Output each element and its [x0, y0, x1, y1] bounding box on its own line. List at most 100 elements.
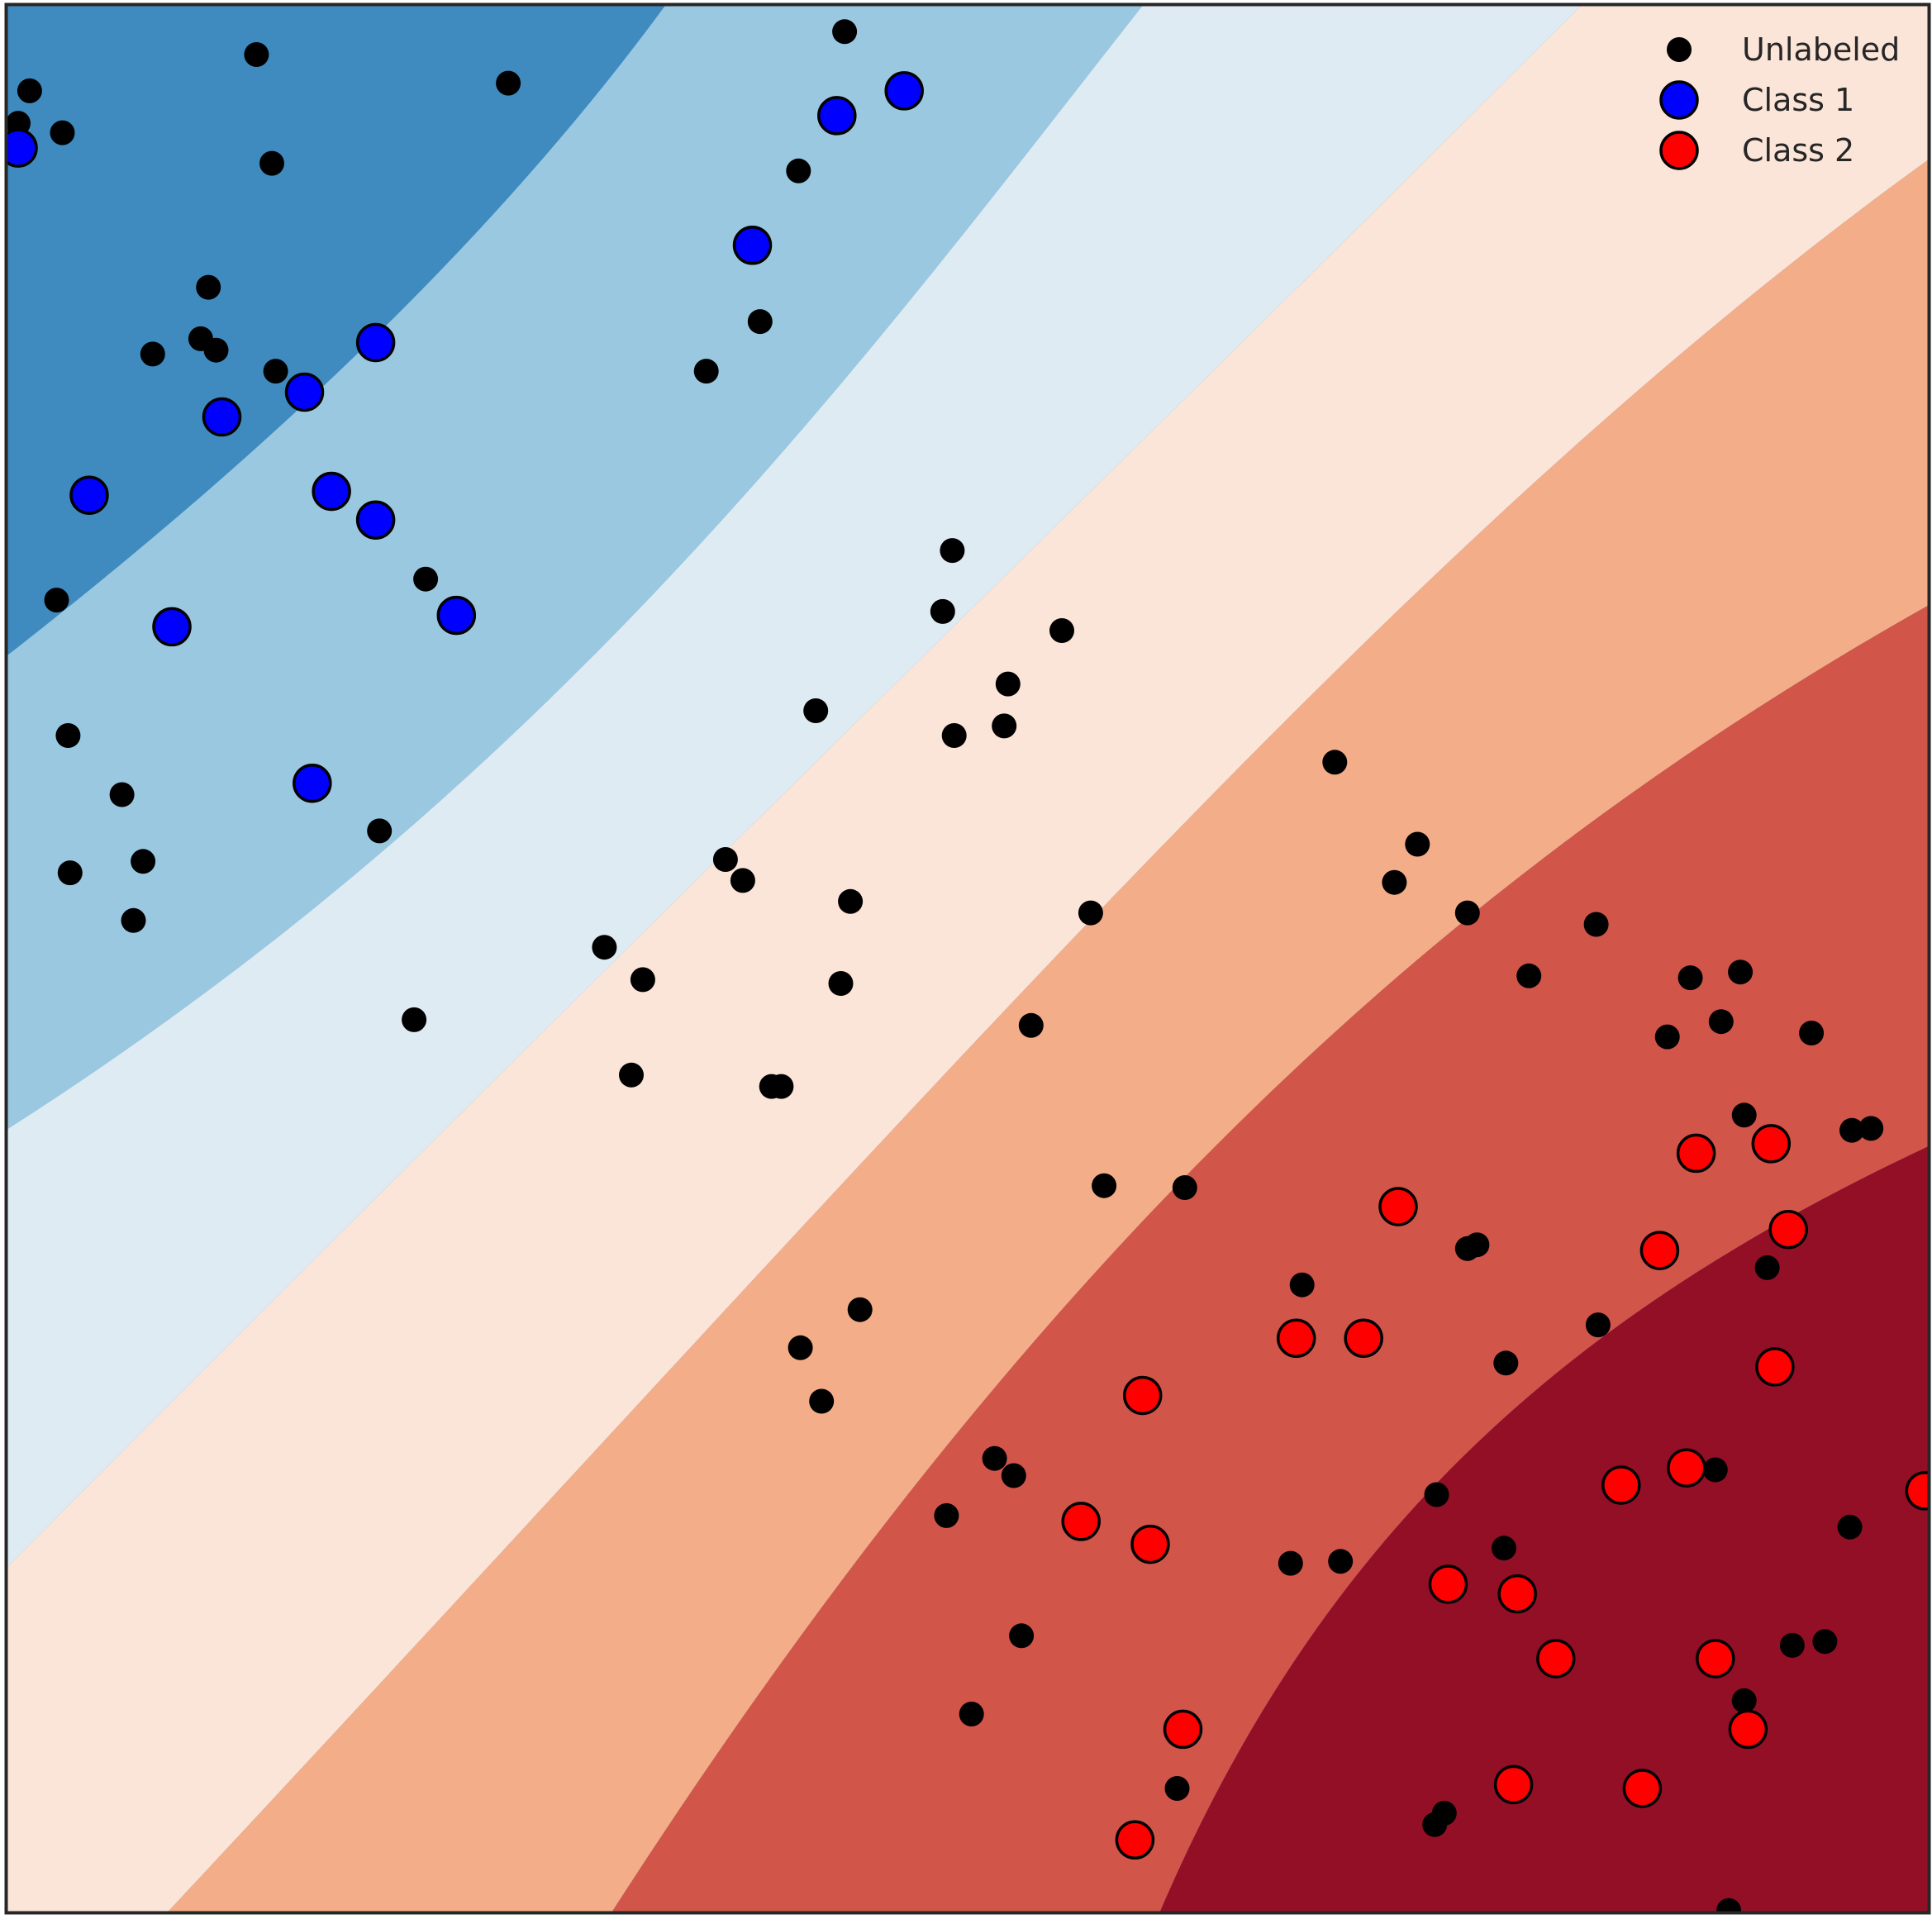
class2-point: [1536, 1639, 1576, 1679]
unlabeled-point: [1754, 1255, 1780, 1280]
unlabeled-point: [1516, 963, 1542, 988]
unlabeled-point: [1812, 1629, 1838, 1655]
unlabeled-point: [1799, 1021, 1825, 1045]
class2-point: [1676, 1133, 1716, 1174]
unlabeled-point: [496, 70, 521, 96]
unlabeled-point: [1424, 1482, 1449, 1507]
unlabeled-point: [1716, 1898, 1742, 1912]
unlabeled-point: [847, 1297, 873, 1322]
legend-marker-unlabeled: [1667, 37, 1692, 62]
unlabeled-point: [140, 341, 165, 367]
unlabeled-point: [1405, 831, 1430, 857]
unlabeled-point: [1731, 1688, 1757, 1713]
class2-point: [1639, 1231, 1680, 1270]
unlabeled-point: [1702, 1457, 1728, 1483]
class1-point: [69, 475, 109, 515]
unlabeled-point: [263, 359, 288, 384]
class2-point: [1497, 1574, 1537, 1614]
unlabeled-point: [1322, 750, 1348, 775]
unlabeled-point: [1289, 1272, 1315, 1298]
unlabeled-point: [992, 713, 1017, 739]
unlabeled-point: [803, 698, 829, 723]
unlabeled-point: [367, 818, 393, 844]
unlabeled-point: [131, 849, 156, 874]
unlabeled-point: [930, 598, 955, 624]
unlabeled-point: [1018, 1012, 1044, 1038]
unlabeled-point: [832, 19, 858, 45]
class1-point: [732, 226, 773, 265]
unlabeled-point: [1009, 1623, 1035, 1649]
class1-point: [284, 372, 325, 412]
unlabeled-point: [1731, 1102, 1757, 1128]
unlabeled-point: [1583, 912, 1609, 937]
class2-point: [1905, 1471, 1929, 1511]
unlabeled-point: [1078, 900, 1103, 926]
contour-band-1: [7, 5, 666, 656]
class2-point: [1493, 1764, 1534, 1805]
unlabeled-point: [1001, 1463, 1026, 1488]
class1-point: [293, 763, 332, 803]
class2-point: [1378, 1187, 1418, 1226]
class1-point: [355, 500, 396, 540]
class1-point: [355, 322, 396, 363]
class1-point: [436, 595, 477, 636]
class2-point: [1344, 1318, 1383, 1359]
unlabeled-point: [196, 274, 221, 300]
unlabeled-point: [1422, 1812, 1448, 1837]
contour-band-2: [7, 5, 1144, 1130]
class2-point: [1755, 1347, 1795, 1387]
unlabeled-point: [730, 868, 755, 893]
unlabeled-point: [712, 847, 738, 872]
unlabeled-point: [17, 78, 42, 103]
class2-point: [1728, 1709, 1768, 1750]
legend: Unlabeled Class 1 Class 2: [1659, 31, 1900, 170]
unlabeled-point: [788, 1335, 813, 1360]
unlabeled-point: [809, 1388, 835, 1414]
scatter-points: [7, 19, 1929, 1912]
unlabeled-point: [619, 1062, 644, 1088]
unlabeled-point: [1708, 1009, 1734, 1035]
class2-point: [1276, 1318, 1316, 1359]
unlabeled-point: [244, 42, 269, 67]
unlabeled-point: [1049, 618, 1074, 643]
legend-label-class2: Class 2: [1742, 132, 1854, 169]
class2-point: [1428, 1564, 1468, 1604]
class1-point: [884, 71, 924, 111]
unlabeled-point: [109, 782, 135, 807]
unlabeled-point: [940, 538, 965, 564]
unlabeled-point: [402, 1007, 427, 1032]
class2-point: [1163, 1709, 1203, 1750]
unlabeled-point: [934, 1502, 959, 1528]
unlabeled-point: [828, 971, 854, 996]
class1-point: [7, 128, 38, 168]
class2-point: [1768, 1209, 1808, 1250]
class1-point: [312, 471, 351, 512]
unlabeled-point: [693, 359, 719, 384]
unlabeled-point: [747, 309, 773, 335]
unlabeled-point: [1839, 1117, 1864, 1143]
unlabeled-point: [982, 1445, 1007, 1471]
unlabeled-point: [259, 150, 284, 176]
unlabeled-point: [1454, 900, 1480, 926]
unlabeled-point: [1728, 960, 1754, 985]
unlabeled-point: [630, 967, 655, 993]
unlabeled-point: [1677, 965, 1703, 991]
unlabeled-point: [959, 1702, 984, 1726]
unlabeled-point: [941, 723, 967, 748]
unlabeled-point: [55, 723, 81, 748]
unlabeled-point: [786, 158, 811, 183]
unlabeled-point: [121, 907, 146, 933]
class2-point: [1622, 1769, 1663, 1808]
unlabeled-point: [592, 935, 617, 960]
class2-point: [1751, 1124, 1792, 1164]
unlabeled-point: [1585, 1312, 1611, 1338]
class2-point: [1601, 1465, 1641, 1505]
unlabeled-point: [203, 337, 229, 363]
unlabeled-point: [769, 1074, 794, 1099]
unlabeled-point: [1654, 1024, 1680, 1050]
unlabeled-point: [57, 860, 83, 886]
unlabeled-point: [1493, 1350, 1519, 1376]
unlabeled-point: [1779, 1632, 1805, 1658]
unlabeled-point: [413, 566, 439, 592]
